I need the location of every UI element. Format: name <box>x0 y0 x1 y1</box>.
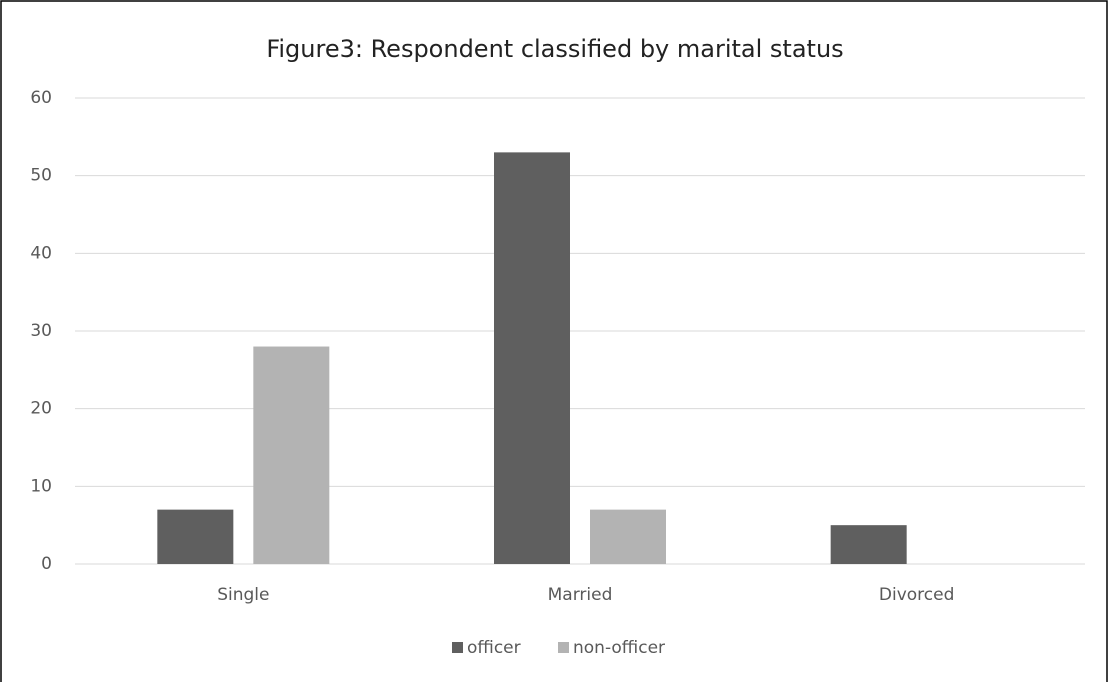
bar <box>494 152 570 564</box>
legend-label: officer <box>467 638 521 658</box>
x-tick-label: Married <box>548 585 613 605</box>
legend-swatch <box>558 642 569 653</box>
y-tick-label: 10 <box>30 476 52 496</box>
bar <box>830 525 907 564</box>
y-tick-label: 50 <box>30 166 52 186</box>
chart-title: Figure3: Respondent classified by marita… <box>266 35 843 63</box>
bar <box>157 509 234 564</box>
legend-label: non-officer <box>573 638 665 658</box>
y-tick-label: 40 <box>30 243 52 263</box>
legend-swatch <box>452 642 463 653</box>
bar <box>590 509 666 564</box>
y-tick-label: 30 <box>30 321 52 341</box>
x-tick-label: Single <box>217 585 269 605</box>
y-tick-label: 0 <box>41 554 52 574</box>
y-tick-label: 20 <box>30 399 52 419</box>
bar <box>253 346 330 564</box>
x-tick-label: Divorced <box>879 585 955 605</box>
y-tick-label: 60 <box>30 88 52 108</box>
